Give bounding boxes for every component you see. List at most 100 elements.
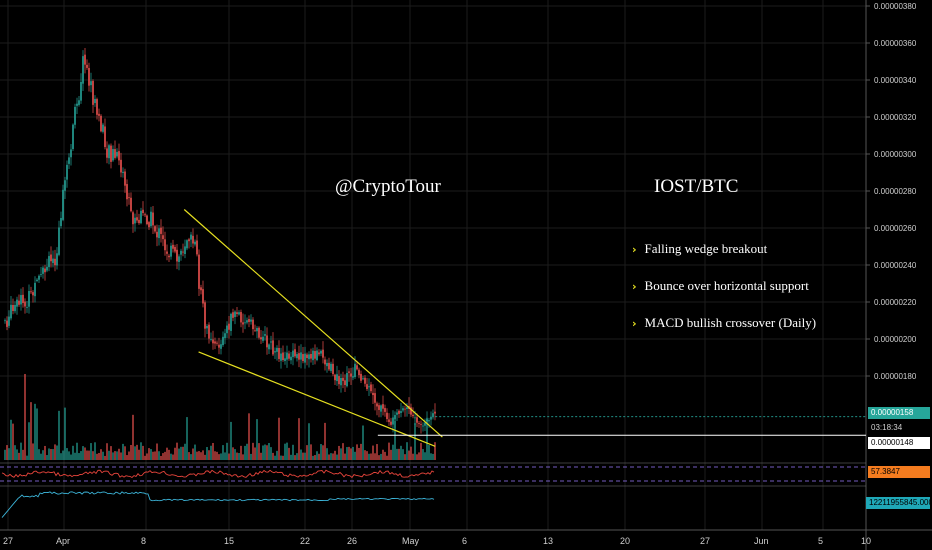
volume-bar <box>402 449 404 460</box>
candle-body <box>14 304 16 312</box>
volume-bar <box>60 453 62 460</box>
candle-body <box>190 234 192 240</box>
candle-body <box>262 336 264 341</box>
candle-body <box>310 353 312 359</box>
volume-bar <box>262 445 264 460</box>
volume-bar <box>56 445 58 460</box>
candle-body <box>388 419 390 422</box>
volume-bar <box>428 445 430 460</box>
candle-body <box>100 115 102 132</box>
volume-bar <box>434 442 436 460</box>
x-tick-label: 13 <box>543 536 553 546</box>
candle-body <box>264 334 266 336</box>
volume-bar <box>344 453 346 460</box>
candle-body <box>330 363 332 371</box>
candle-body <box>150 211 152 227</box>
volume-bar <box>360 443 362 460</box>
wedge-upper-line <box>183 209 443 438</box>
candle-body <box>350 373 352 377</box>
volume-bar <box>72 445 74 460</box>
y-tick-label: 0.00000180 <box>874 372 917 381</box>
volume-bar <box>122 443 124 460</box>
volume-bar <box>312 455 314 460</box>
volume-bar <box>96 453 98 460</box>
volume-bar <box>106 443 108 460</box>
volume-bar <box>48 448 50 460</box>
candle-body <box>118 151 120 161</box>
volume-bar <box>180 446 182 460</box>
volume-bar <box>302 452 304 460</box>
candle-body <box>368 386 370 388</box>
candle-body <box>214 341 216 344</box>
candle-body <box>102 124 104 132</box>
volume-bar <box>382 449 384 460</box>
volume-bar <box>290 454 292 460</box>
candle-body <box>246 320 248 323</box>
rsi-line <box>1 469 435 479</box>
volume-bar <box>102 451 104 460</box>
candle-body <box>30 291 32 293</box>
volume-bar <box>306 445 308 460</box>
volume-bar <box>210 445 212 460</box>
x-tick-label: Jun <box>754 536 769 546</box>
candle-body <box>324 359 326 365</box>
countdown-tag: 03:18:34 <box>868 422 930 434</box>
y-tick-label: 0.00000200 <box>874 335 917 344</box>
volume-bar <box>248 413 250 460</box>
volume-bar <box>372 445 374 460</box>
candle-body <box>24 301 26 307</box>
volume-bar <box>332 453 334 460</box>
candle-body <box>132 212 134 225</box>
volume-bar <box>400 445 402 460</box>
candle-body <box>18 300 20 305</box>
volume-bar <box>254 447 256 460</box>
candle-body <box>52 258 54 264</box>
volume-bar <box>338 445 340 460</box>
candle-body <box>250 319 252 322</box>
candle-body <box>174 247 176 252</box>
volume-bar <box>416 454 418 460</box>
candle-body <box>394 415 396 420</box>
volume-bar <box>44 445 46 460</box>
candle-body <box>432 413 434 418</box>
candle-body <box>114 149 116 158</box>
volume-bar <box>114 451 116 460</box>
y-tick-label: 0.00000340 <box>874 76 917 85</box>
volume-bar <box>388 442 390 460</box>
candle-body <box>158 228 160 239</box>
x-tick-label: May <box>402 536 420 546</box>
candle-body <box>298 353 300 360</box>
volume-bar <box>206 447 208 460</box>
wedge-lower-line <box>198 351 436 447</box>
candle-body <box>294 349 296 357</box>
volume-bar <box>330 453 332 460</box>
candle-body <box>314 351 316 359</box>
volume-bar <box>162 453 164 460</box>
volume-bar <box>216 451 218 460</box>
candle-body <box>402 408 404 411</box>
candle-body <box>92 80 94 105</box>
volume-bar <box>68 451 70 460</box>
volume-bar <box>274 455 276 460</box>
candle-body <box>166 251 168 254</box>
candle-body <box>218 344 220 348</box>
volume-bar <box>156 443 158 460</box>
volume-bar <box>170 453 172 460</box>
candle-body <box>352 376 354 378</box>
candle-body <box>192 235 194 244</box>
candle-body <box>288 353 290 359</box>
volume-bar <box>326 448 328 460</box>
x-tick-label: 20 <box>620 536 630 546</box>
chevron-right-icon: › <box>632 280 637 293</box>
volume-bar <box>358 447 360 460</box>
candle-body <box>316 350 318 361</box>
volume-bar <box>128 451 130 460</box>
candle-body <box>122 171 124 173</box>
candle-body <box>224 333 226 339</box>
candle-body <box>380 405 382 412</box>
candle-body <box>134 217 136 224</box>
candle-body <box>156 231 158 238</box>
volume-bar <box>286 442 288 460</box>
y-tick-label: 0.00000280 <box>874 187 917 196</box>
